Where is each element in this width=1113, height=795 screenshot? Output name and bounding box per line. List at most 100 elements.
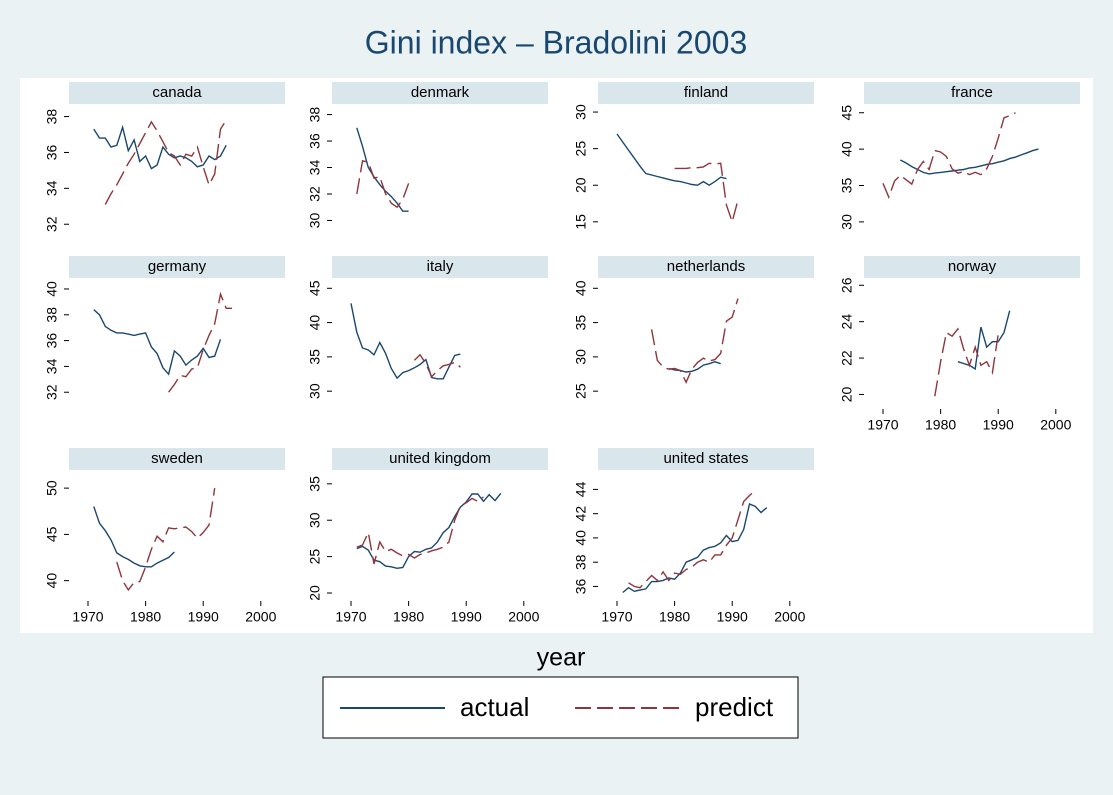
y-tick-label: 30 [573, 104, 589, 120]
y-tick-label: 42 [573, 506, 589, 522]
y-tick-label: 36 [573, 578, 589, 594]
legend-label: actual [460, 692, 529, 722]
y-tick-label: 34 [44, 358, 60, 374]
y-tick-label: 30 [573, 349, 589, 365]
x-tick-label: 2000 [774, 609, 805, 625]
x-tick-label: 1990 [717, 609, 748, 625]
series-line [356, 492, 502, 570]
panel-title: canada [152, 84, 202, 101]
y-tick-label: 45 [44, 526, 60, 542]
y-tick-label: 38 [573, 554, 589, 570]
panel-header [598, 448, 814, 470]
y-tick-label: 35 [307, 476, 323, 492]
y-tick-label: 32 [307, 186, 323, 202]
series-line [93, 309, 222, 376]
y-tick-label: 20 [573, 177, 589, 193]
x-tick-label: 2000 [1040, 417, 1071, 433]
y-tick-label: 40 [307, 315, 323, 331]
x-tick-label: 1980 [659, 609, 690, 625]
panel-header [598, 256, 814, 278]
y-tick-label: 50 [44, 480, 60, 496]
x-tick-label: 1970 [335, 609, 366, 625]
y-tick-label: 45 [307, 280, 323, 296]
panel-header [332, 448, 548, 470]
y-tick-label: 34 [307, 160, 323, 176]
panel-title: denmark [411, 84, 470, 101]
x-tick-label: 1990 [188, 609, 219, 625]
panel-title: norway [948, 258, 997, 275]
y-tick-label: 40 [573, 280, 589, 296]
panel-title: united kingdom [389, 450, 491, 467]
series-line [356, 127, 409, 212]
series-line [622, 503, 768, 594]
series-line [650, 298, 739, 384]
series-line [93, 124, 227, 170]
y-tick-label: 44 [573, 481, 589, 497]
y-tick-label: 25 [573, 141, 589, 157]
y-tick-label: 25 [573, 383, 589, 399]
panel-header [598, 82, 814, 104]
series-line [350, 303, 461, 380]
panel-header [69, 256, 285, 278]
series-line [356, 160, 410, 209]
y-tick-label: 20 [307, 585, 323, 601]
y-tick-label: 20 [839, 386, 855, 402]
panel-title: sweden [151, 450, 203, 467]
y-tick-label: 15 [573, 214, 589, 230]
y-tick-label: 40 [573, 530, 589, 546]
panel-title: italy [427, 258, 454, 275]
panel-title: united states [663, 450, 748, 467]
y-tick-label: 38 [307, 107, 323, 123]
panel-header [864, 256, 1080, 278]
panel-header [332, 256, 548, 278]
y-tick-label: 36 [307, 133, 323, 149]
series-line [356, 496, 484, 565]
y-tick-label: 32 [44, 384, 60, 400]
y-tick-label: 40 [44, 573, 60, 589]
x-tick-label: 2000 [508, 609, 539, 625]
y-tick-label: 32 [44, 216, 60, 232]
y-tick-label: 35 [839, 178, 855, 194]
panel-header [69, 448, 285, 470]
panel-header [332, 82, 548, 104]
y-tick-label: 22 [839, 350, 855, 366]
series-line [104, 119, 227, 205]
x-tick-label: 1980 [130, 609, 161, 625]
x-tick-label: 1980 [393, 609, 424, 625]
y-tick-label: 36 [44, 144, 60, 160]
panel-title: netherlands [667, 258, 745, 275]
series-line [413, 353, 461, 379]
y-tick-label: 26 [839, 277, 855, 293]
y-tick-label: 36 [44, 333, 60, 349]
panel-header [69, 82, 285, 104]
panel-header [864, 82, 1080, 104]
x-tick-label: 1970 [72, 609, 103, 625]
chart-title: Gini index – Bradolini 2003 [365, 24, 747, 60]
series-line [168, 291, 232, 393]
series-line [674, 162, 739, 225]
y-tick-label: 30 [307, 512, 323, 528]
y-tick-label: 38 [44, 307, 60, 323]
series-line [882, 112, 1016, 200]
panel-title: france [951, 84, 993, 101]
series-line [628, 490, 756, 589]
legend-label: predict [695, 692, 774, 722]
y-tick-label: 40 [44, 281, 60, 297]
series-line [616, 133, 727, 187]
y-tick-label: 30 [307, 212, 323, 228]
plot-region [20, 78, 1093, 633]
x-tick-label: 2000 [245, 609, 276, 625]
x-tick-label: 1970 [867, 417, 898, 433]
y-tick-label: 25 [307, 549, 323, 565]
panel-title: germany [148, 258, 207, 275]
y-tick-label: 30 [307, 383, 323, 399]
x-tick-label: 1970 [601, 609, 632, 625]
y-tick-label: 38 [44, 109, 60, 125]
series-line [93, 506, 175, 568]
panel-title: finland [684, 84, 728, 101]
x-axis-label: year [537, 644, 586, 672]
y-tick-label: 40 [839, 141, 855, 157]
series-line [934, 327, 999, 397]
x-tick-label: 1980 [925, 417, 956, 433]
